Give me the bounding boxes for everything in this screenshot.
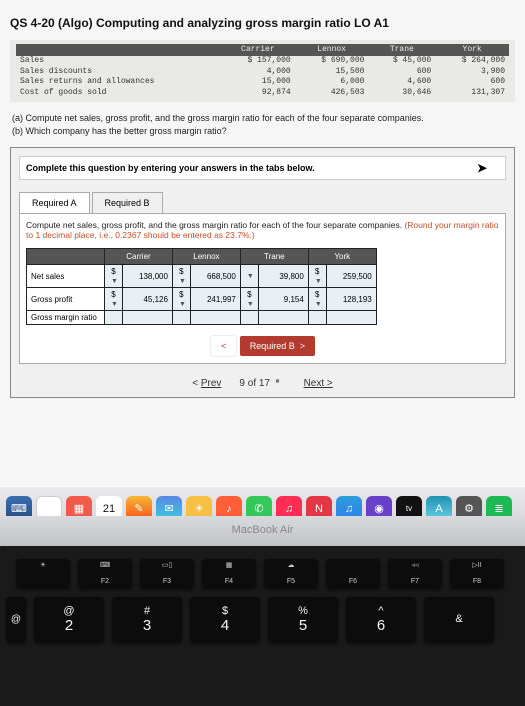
cell-input[interactable]: $▼	[105, 265, 123, 288]
cell-input[interactable]	[258, 311, 308, 325]
chevron-down-icon: ▼	[179, 278, 186, 285]
keyboard-key: ☀	[16, 558, 70, 588]
keyboard-key: ▷IIF8	[450, 558, 504, 588]
header-row: Carrier Lennox Trane York	[16, 44, 509, 56]
keyboard-key: &	[424, 596, 494, 642]
data-table: Carrier Lennox Trane York Sales$ 157,000…	[10, 40, 515, 102]
tab-required-b[interactable]: Required B	[92, 192, 163, 214]
chevron-down-icon: ▼	[111, 278, 118, 285]
page-count: 9 of 17 ▦	[239, 378, 285, 389]
cell-input[interactable]: 259,500	[326, 265, 376, 288]
keyboard-key: %5	[268, 596, 338, 642]
answer-panel: Complete this question by entering your …	[10, 147, 515, 398]
cell-input[interactable]	[308, 311, 326, 325]
required-b-nav[interactable]: Required B >	[240, 336, 315, 356]
cell-input[interactable]: 668,500	[190, 265, 240, 288]
chevron-down-icon: ▼	[247, 301, 254, 308]
keyboard-key: @2	[34, 596, 104, 642]
cell-input[interactable]: 138,000	[122, 265, 172, 288]
cell-input[interactable]	[122, 311, 172, 325]
keyboard-key: ▦F4	[202, 558, 256, 588]
cell-input[interactable]: 241,997	[190, 288, 240, 311]
chevron-down-icon: ▼	[179, 301, 186, 308]
next-button[interactable]: Next >	[304, 378, 333, 389]
required-a-nav[interactable]: <	[210, 335, 237, 357]
prev-button[interactable]: < Prev	[192, 378, 221, 389]
cursor-icon: ➤	[477, 161, 487, 175]
keyboard-key: ◃◃F7	[388, 558, 442, 588]
chevron-down-icon: ▼	[315, 278, 322, 285]
keyboard-key: #3	[112, 596, 182, 642]
cell-input[interactable]: $▼	[172, 288, 190, 311]
table-row: Gross margin ratio	[27, 311, 377, 325]
nav-buttons: < Required B >	[26, 335, 499, 357]
keyboard-key: @	[6, 596, 26, 642]
cell-input[interactable]: $▼	[172, 265, 190, 288]
cell-input[interactable]: 9,154	[258, 288, 308, 311]
cell-input[interactable]: 128,193	[326, 288, 376, 311]
tab-instruction: Compute net sales, gross profit, and the…	[26, 220, 499, 240]
cell-input[interactable]	[105, 311, 123, 325]
keyboard-key: $4	[190, 596, 260, 642]
cell-input[interactable]	[190, 311, 240, 325]
page-title: QS 4-20 (Algo) Computing and analyzing g…	[10, 8, 515, 40]
cell-input[interactable]: 39,800	[258, 265, 308, 288]
cell-input[interactable]: 45,126	[122, 288, 172, 311]
tab-content: Compute net sales, gross profit, and the…	[19, 213, 506, 364]
instruction-box: Complete this question by entering your …	[19, 156, 506, 180]
cell-input[interactable]: $▼	[308, 288, 326, 311]
keyboard-key: ^6	[346, 596, 416, 642]
answer-table: Carrier Lennox Trane York Net sales $▼13…	[26, 248, 377, 325]
cell-input[interactable]	[172, 311, 190, 325]
tab-bar: Required A Required B	[19, 192, 506, 214]
keyboard-key: ⌨F2	[78, 558, 132, 588]
keyboard-key: ▭▯F3	[140, 558, 194, 588]
question-text: (a) Compute net sales, gross profit, and…	[10, 102, 515, 147]
grid-icon: ▦	[276, 379, 286, 389]
chevron-down-icon: ▼	[111, 301, 118, 308]
content-page: QS 4-20 (Algo) Computing and analyzing g…	[0, 0, 525, 495]
cell-input[interactable]: ▼	[240, 265, 258, 288]
cell-input[interactable]: $▼	[240, 288, 258, 311]
chevron-down-icon: ▼	[247, 273, 254, 280]
chevron-down-icon: ▼	[315, 301, 322, 308]
table-row: Gross profit $▼45,126 $▼241,997 $▼9,154 …	[27, 288, 377, 311]
cell-input[interactable]: $▼	[105, 288, 123, 311]
keyboard-key: ☁F5	[264, 558, 318, 588]
pager: < Prev 9 of 17 ▦ Next >	[19, 378, 506, 389]
cell-input[interactable]	[240, 311, 258, 325]
cell-input[interactable]: $▼	[308, 265, 326, 288]
cell-input[interactable]	[326, 311, 376, 325]
keyboard: ☀ ⌨F2 ▭▯F3 ▦F4 ☁F5 F6 ◃◃F7 ▷IIF8 @@2#3$4%5^6&	[0, 546, 525, 706]
tab-required-a[interactable]: Required A	[19, 192, 90, 214]
laptop-bezel: MacBook Air	[0, 516, 525, 550]
table-row: Net sales $▼138,000 $▼668,500 ▼39,800 $▼…	[27, 265, 377, 288]
keyboard-key: F6	[326, 558, 380, 588]
